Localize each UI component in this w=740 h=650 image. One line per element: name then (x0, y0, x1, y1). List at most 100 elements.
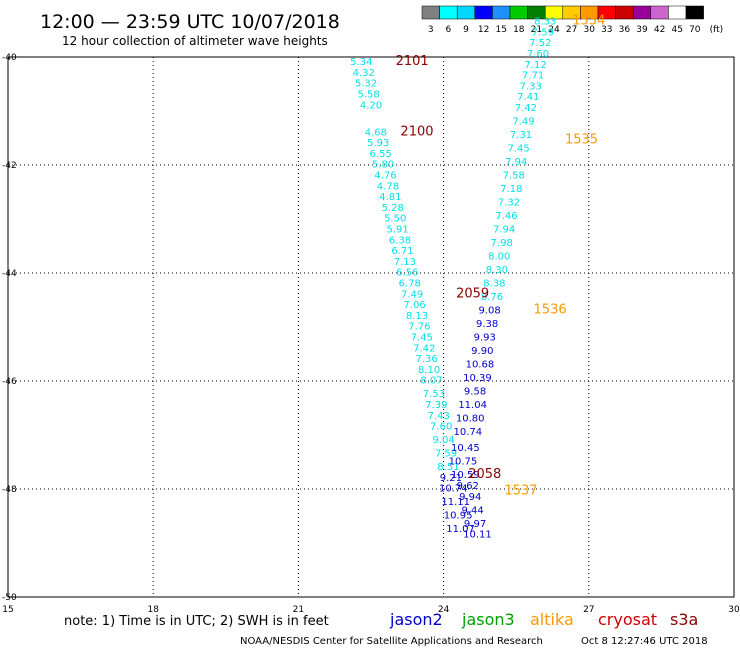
pass-time-label: 1535 (565, 132, 598, 147)
swh-value: 7.42 (515, 103, 537, 114)
swh-value: 8.30 (486, 265, 508, 276)
pass-time-label: 2100 (400, 124, 433, 139)
colorbar-swatch (668, 5, 687, 20)
swh-value: 8.10 (418, 365, 440, 376)
swh-value: 7.43 (428, 411, 450, 422)
colorbar-label: 27 (566, 25, 577, 35)
colorbar-label: 33 (601, 25, 612, 35)
colorbar-label: 9 (463, 25, 469, 35)
colorbar-swatch (650, 5, 669, 20)
colorbar-swatch (492, 5, 511, 20)
swh-value: 11.11 (441, 497, 470, 508)
swh-value: 7.60 (527, 49, 549, 60)
timestamp: Oct 8 12:27:46 UTC 2018 (581, 636, 708, 647)
swh-value: 5.91 (386, 225, 408, 236)
swh-value: 9.93 (474, 333, 496, 344)
swh-value: 8.38 (483, 279, 505, 290)
swh-value: 4.81 (379, 192, 401, 203)
swh-value: 7.53 (423, 389, 445, 400)
legend-satellite-cryosat: cryosat (598, 610, 657, 629)
colorbar-label: (ft) (710, 25, 724, 35)
swh-value: 8.76 (481, 292, 503, 303)
x-tick-label: 15 (2, 605, 13, 615)
colorbar-swatch (421, 5, 440, 20)
colorbar-label: 36 (619, 25, 631, 35)
swh-value: 8.07 (420, 376, 442, 387)
y-tick-label: -48 (2, 485, 17, 495)
chart-subtitle: 12 hour collection of altimeter wave hei… (62, 34, 328, 48)
colorbar-label: 18 (513, 25, 525, 35)
swh-value: 6.55 (370, 149, 392, 160)
swh-value: 6.78 (399, 279, 421, 290)
swh-value: 10.80 (456, 414, 485, 425)
y-tick-label: -40 (2, 53, 17, 63)
swh-value: 7.58 (503, 171, 525, 182)
swh-value: 9.58 (464, 387, 486, 398)
colorbar-swatch (632, 5, 652, 20)
colorbar-label: 12 (478, 25, 489, 35)
swh-value: 8.51 (437, 462, 459, 473)
colorbar-swatch (439, 5, 458, 20)
swh-value: 4.32 (353, 68, 375, 79)
swh-value: 10.75 (449, 457, 478, 468)
swh-value: 5.58 (357, 90, 379, 101)
swh-value: 10.39 (463, 373, 492, 384)
colorbar-label: 15 (495, 25, 506, 35)
swh-value: 9.21 (440, 473, 462, 484)
swh-value: 5.93 (367, 138, 389, 149)
swh-value: 10.74 (453, 427, 482, 438)
legend-satellite-jason2: jason2 (389, 610, 443, 629)
x-tick-label: 27 (583, 605, 594, 615)
swh-value: 9.38 (476, 319, 498, 330)
colorbar-swatch (474, 5, 493, 20)
colorbar: 3 6 9 12 15 18 21 24 27 30 33 36 39 42 45 70 (ft) (421, 5, 724, 35)
swh-value: 6.56 (396, 268, 418, 279)
swh-value: 4.78 (377, 181, 399, 192)
legend-satellite-altika: altika (530, 610, 574, 629)
tick-labels: 15 18 21 24 27 30 -40 -42 -44 -46 -48 -50 (2, 53, 740, 615)
colorbar-label: 3 (428, 25, 434, 35)
swh-value: 7.41 (517, 92, 539, 103)
swh-value: 7.18 (500, 184, 522, 195)
swh-value: 10.59 (451, 470, 480, 481)
swh-value: 5.34 (350, 57, 372, 68)
swh-value: 5.80 (372, 160, 394, 171)
swh-value: 7.59 (435, 449, 457, 460)
colorbar-label: 30 (583, 25, 595, 35)
chart-title: 12:00 — 23:59 UTC 10/07/2018 (40, 11, 340, 33)
swh-value: 7.39 (425, 400, 447, 411)
satellite-legend: jason2 jason3 altika cryosat s3a (389, 610, 698, 629)
swh-value: 7.71 (522, 71, 544, 82)
colorbar-label: 39 (636, 25, 648, 35)
swh-value: 7.46 (495, 211, 517, 222)
swh-value: 10.11 (463, 530, 492, 541)
colorbar-label: 6 (446, 25, 452, 35)
swh-value: 7.45 (411, 333, 433, 344)
swh-value: 11.04 (458, 400, 487, 411)
x-tick-label: 21 (293, 605, 304, 615)
swh-value: 6.38 (389, 235, 411, 246)
swh-value: 9.04 (432, 435, 454, 446)
swh-value: 10.68 (466, 360, 495, 371)
colorbar-label: 24 (548, 25, 560, 35)
swh-value: 7.98 (491, 238, 513, 249)
colorbar-label: 42 (654, 25, 665, 35)
swh-value: 8.00 (488, 252, 510, 263)
swh-value: 7.49 (512, 117, 534, 128)
x-tick-label: 24 (438, 605, 450, 615)
swh-value: 4.68 (365, 127, 387, 138)
plot-frame (7, 56, 735, 598)
swh-value: 7.32 (498, 198, 520, 209)
y-tick-label: -50 (2, 593, 17, 603)
colorbar-swatch (509, 5, 528, 20)
swh-value: 7.94 (493, 225, 515, 236)
x-tick-label: 18 (147, 605, 159, 615)
swh-value: 9.97 (464, 519, 486, 530)
swh-value: 5.50 (384, 214, 406, 225)
colorbar-swatch (456, 5, 476, 20)
swh-value: 6.71 (391, 246, 413, 257)
data-points: 5.344.325.325.584.20 4.685.936.555.804.76… (350, 17, 556, 541)
swh-value: 4.20 (360, 100, 382, 111)
